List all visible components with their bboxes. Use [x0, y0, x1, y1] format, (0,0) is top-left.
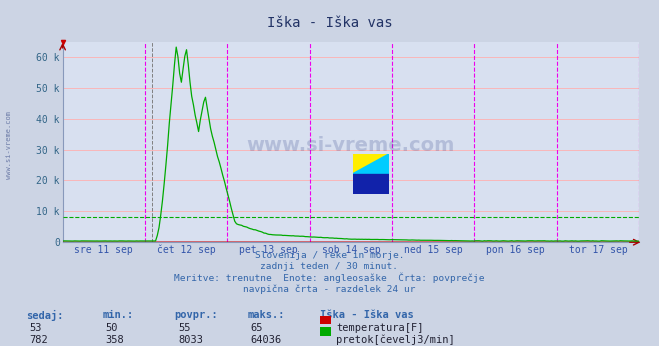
Text: 53: 53 [30, 323, 42, 333]
Text: sedaj:: sedaj: [26, 310, 64, 321]
Text: pretok[čevelj3/min]: pretok[čevelj3/min] [336, 335, 455, 345]
Text: temperatura[F]: temperatura[F] [336, 323, 424, 333]
Text: www.si-vreme.com: www.si-vreme.com [246, 136, 455, 155]
Text: 55: 55 [178, 323, 190, 333]
Text: Slovenija / reke in morje.: Slovenija / reke in morje. [255, 251, 404, 260]
Text: 50: 50 [105, 323, 118, 333]
Text: zadnji teden / 30 minut.: zadnji teden / 30 minut. [260, 262, 399, 271]
Text: 8033: 8033 [178, 335, 203, 345]
Text: 782: 782 [30, 335, 48, 345]
Text: Meritve: trenutne  Enote: angleosaške  Črta: povprečje: Meritve: trenutne Enote: angleosaške Črt… [174, 273, 485, 283]
Text: www.si-vreme.com: www.si-vreme.com [5, 111, 12, 179]
Text: maks.:: maks.: [247, 310, 285, 320]
Text: min.:: min.: [102, 310, 133, 320]
Polygon shape [353, 174, 389, 194]
Text: 65: 65 [250, 323, 263, 333]
Text: 358: 358 [105, 335, 124, 345]
Text: povpr.:: povpr.: [175, 310, 218, 320]
Text: Iška - Iška vas: Iška - Iška vas [320, 310, 413, 320]
Text: 64036: 64036 [250, 335, 281, 345]
Polygon shape [353, 154, 389, 174]
Text: Iška - Iška vas: Iška - Iška vas [267, 16, 392, 29]
Polygon shape [353, 154, 389, 174]
Text: navpična črta - razdelek 24 ur: navpična črta - razdelek 24 ur [243, 284, 416, 293]
